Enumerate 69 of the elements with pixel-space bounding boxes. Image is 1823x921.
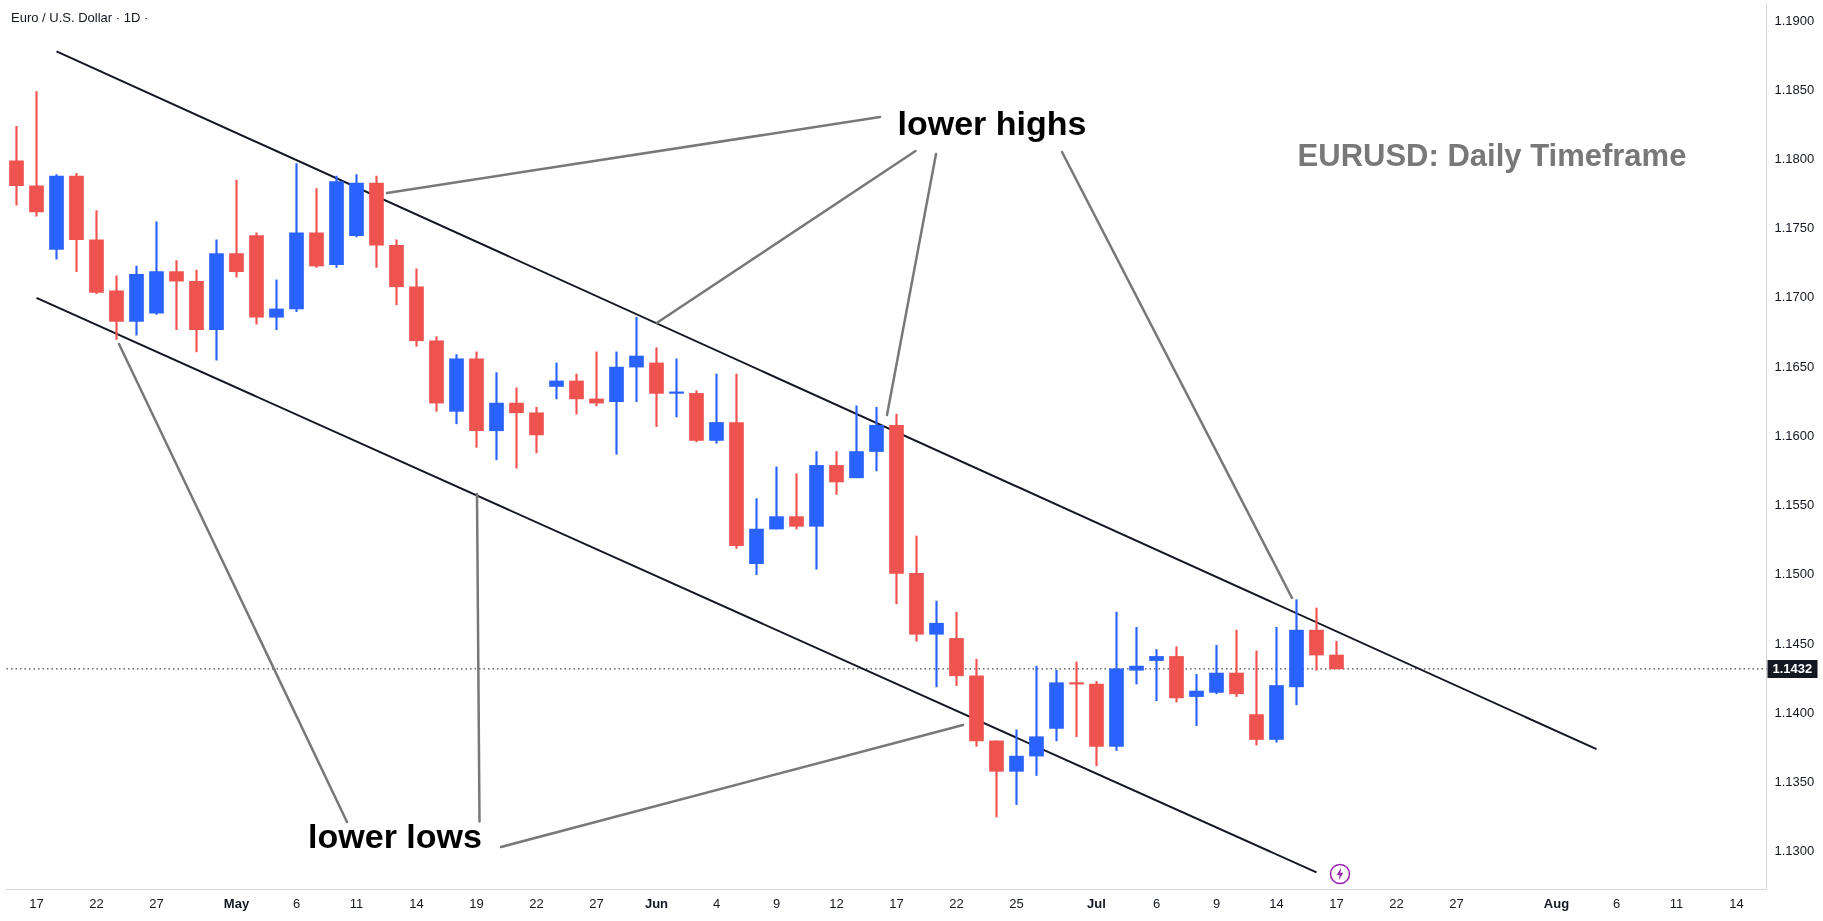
candlestick [629,316,644,403]
candlestick [9,125,24,206]
candlestick [1229,629,1244,697]
candlestick [169,260,184,331]
candlestick [29,91,44,217]
x-tick-label: 11 [1669,896,1684,912]
candlestick [669,358,684,418]
x-tick-label: 27 [589,896,604,912]
candlestick [509,387,524,469]
candlestick [609,351,624,455]
x-tick-label: 17 [1329,896,1344,912]
candlestick [789,473,804,530]
candlestick [1069,661,1084,738]
y-tick-label: 1.1650 [1774,358,1815,374]
x-tick-label: 9 [1212,896,1221,912]
y-tick-label: 1.1550 [1774,497,1815,513]
candlestick [1189,674,1204,726]
x-tick-label: 4 [712,896,721,912]
x-tick-label: 22 [89,896,104,912]
x-tick-label: Aug [1543,896,1570,912]
text: Euro / U.S. Dollar · 1D · [11,9,149,25]
x-tick-label: 27 [149,896,164,912]
x-tick-label: 25 [1009,896,1024,912]
x-tick-label: 19 [469,896,484,912]
candlestick [929,600,944,688]
candlestick [769,466,784,530]
candlestick [1129,627,1144,685]
x-tick-label: 12 [829,896,844,912]
candlestick [489,372,504,461]
x-tick-label: 6 [1152,896,1161,912]
x-tick-label: 9 [772,896,781,912]
x-tick-label: 22 [529,896,544,912]
candlestick [1009,729,1024,805]
x-tick-label: 6 [292,896,301,912]
x-tick-label: 27 [1449,896,1464,912]
x-tick-label: 14 [409,896,424,912]
x-tick-label: May [223,896,250,912]
x-tick-label: 17 [889,896,904,912]
x-tick-label: Jun [644,896,669,912]
y-tick-label: 1.1800 [1774,151,1815,167]
x-tick-label: 22 [949,896,964,912]
y-tick-label: 1.1850 [1774,81,1815,97]
y-tick-label: 1.1450 [1774,635,1815,651]
candlestick [709,373,724,444]
x-tick-label: 22 [1389,896,1404,912]
annotation: lower highs [897,104,1087,143]
x-tick-label: 14 [1269,896,1284,912]
candlestick [549,362,564,400]
candlestick [269,279,284,331]
y-tick-label: 1.1700 [1774,289,1815,305]
x-tick-label: 17 [29,896,44,912]
annotation: lower lows [308,817,482,856]
x-tick-label: 14 [1729,896,1744,912]
candlestick [229,179,244,278]
y-tick-label: 1.1750 [1774,220,1815,236]
y-tick-label: 1.1400 [1774,704,1815,720]
x-tick-label: 6 [1612,896,1621,912]
candlestick [1029,665,1044,776]
y-tick-label: 1.1900 [1774,12,1815,28]
ref-line-label: 1.1432 [1772,660,1813,676]
candlestick [1249,650,1264,746]
text: EURUSD: Daily Timeframe [1297,137,1687,173]
x-tick-label: 11 [349,896,364,912]
candlestick [1149,649,1164,702]
y-tick-label: 1.1600 [1774,427,1815,443]
y-tick-label: 1.1300 [1774,843,1815,859]
y-tick-label: 1.1500 [1774,566,1815,582]
x-tick-label: Jul [1087,896,1106,912]
y-tick-label: 1.1350 [1774,773,1815,789]
